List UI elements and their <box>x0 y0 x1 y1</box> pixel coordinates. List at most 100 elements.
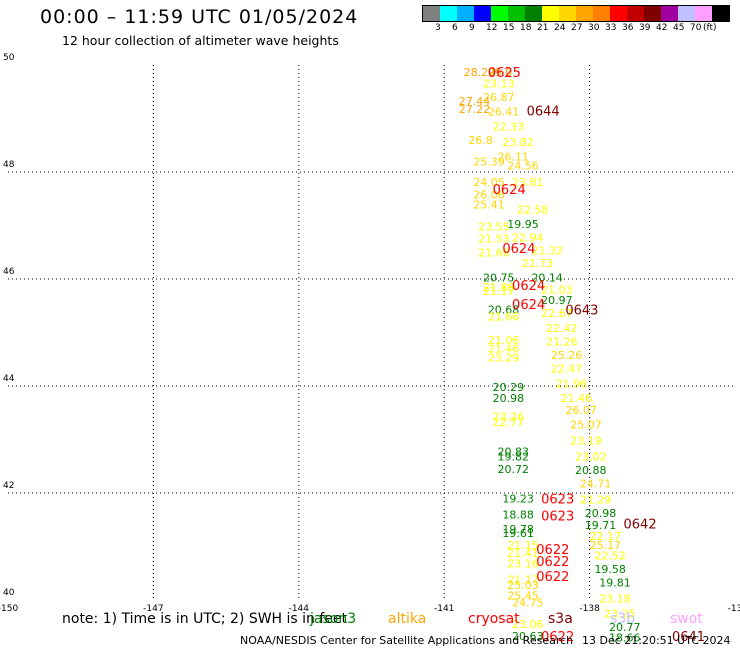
wave-height-label: 21.46 <box>561 392 593 405</box>
wave-height-label: 27.44 <box>459 95 491 108</box>
wave-height-label: 23.06 <box>512 618 544 631</box>
y-tick-label: 48 <box>3 160 15 170</box>
wave-height-label: 20.88 <box>575 464 607 477</box>
pass-time-label: 0642 <box>624 517 657 532</box>
color-swatch <box>627 6 644 21</box>
wave-height-label: 23.19 <box>570 435 602 448</box>
wave-height-label: 25.07 <box>570 419 602 432</box>
color-scale-label: 36 <box>622 23 634 33</box>
wave-height-label: 19.78 <box>502 523 534 536</box>
wave-height-label: 23.82 <box>502 136 534 149</box>
wave-height-label: 22.77 <box>493 416 524 429</box>
map-subtitle: 12 hour collection of altimeter wave hei… <box>62 33 339 48</box>
color-swatch <box>644 6 661 21</box>
y-tick-label: 46 <box>3 267 15 277</box>
x-tick-label: -150 <box>0 604 18 614</box>
color-swatch <box>661 6 678 21</box>
wave-height-label: 22.67 <box>541 307 573 320</box>
wave-height-label: 18.66 <box>609 631 641 644</box>
color-swatch <box>610 6 627 21</box>
color-swatch <box>542 6 559 21</box>
color-swatch <box>525 6 542 21</box>
color-scale-label: 18 <box>520 23 532 33</box>
pass-time-label: 0622 <box>541 630 574 645</box>
pass-time-label: 0625 <box>488 66 521 81</box>
legend-entry-swot: swot <box>670 611 703 627</box>
map-title: 00:00 – 11:59 UTC 01/05/2024 <box>40 6 359 28</box>
pass-time-label: 0644 <box>527 104 560 119</box>
wave-height-label: 23.13 <box>483 78 515 91</box>
wave-height-label: 26.8 <box>468 134 493 147</box>
wave-height-label: 21.66 <box>488 310 520 323</box>
wave-height-label: 20.77 <box>609 621 641 634</box>
color-scale-label: 27 <box>571 23 583 33</box>
wave-height-label: 21.73 <box>522 257 554 270</box>
wave-height-label: 21.46 <box>488 343 520 356</box>
legend-entry-altika: altika <box>388 611 427 627</box>
wave-height-label: 26.11 <box>498 150 529 163</box>
wave-height-label: 20.83 <box>498 445 529 458</box>
wave-height-label: 19.23 <box>502 492 534 505</box>
wave-height-label: 19.71 <box>585 519 617 532</box>
wave-height-label: 24.71 <box>580 477 612 490</box>
wave-height-label: 23.02 <box>575 451 607 464</box>
wave-height-label: 21.06 <box>488 334 520 347</box>
wave-height-label: 22.33 <box>493 121 524 134</box>
wave-height-label: 20.68 <box>488 303 520 316</box>
pass-time-label: 0643 <box>565 303 598 318</box>
color-swatch <box>474 6 491 21</box>
wave-height-label: 19.82 <box>498 451 529 464</box>
wave-height-label: 21.03 <box>541 284 573 297</box>
color-scale-label: 6 <box>452 23 458 33</box>
wave-height-label: 19.61 <box>502 527 534 540</box>
wave-height-label: 22.94 <box>512 231 544 244</box>
credit-line: NOAA/NESDIS Center for Satellite Applica… <box>240 634 574 647</box>
color-scale-label: 39 <box>639 23 651 33</box>
color-swatch <box>508 6 525 21</box>
color-swatch <box>593 6 610 21</box>
pass-time-label: 0624 <box>493 183 526 198</box>
wave-height-label: 21.15 <box>507 539 539 552</box>
pass-time-label: 0623 <box>541 509 574 524</box>
color-scale-label: 45 <box>673 23 685 33</box>
wave-height-label: 22.52 <box>594 550 626 563</box>
color-swatch <box>695 6 712 21</box>
wave-height-label: 21.88 <box>483 281 515 294</box>
wave-height-label: 20.97 <box>541 294 573 307</box>
wave-height-label: 19.58 <box>594 563 626 576</box>
wave-height-label: 22.58 <box>517 203 549 216</box>
color-scale-label: 70 <box>690 23 702 33</box>
wave-height-label: 26.07 <box>565 404 597 417</box>
wave-height-label: 23.55 <box>478 221 510 234</box>
wave-height-label: 25.17 <box>590 539 622 552</box>
wave-height-label: 19.81 <box>599 576 631 589</box>
wave-height-label: 21.96 <box>556 377 588 390</box>
color-scale-bar <box>422 5 730 22</box>
wave-height-label: 19.95 <box>507 218 539 231</box>
wave-height-label: 23.25 <box>604 607 636 620</box>
wave-height-label: 25.26 <box>551 349 583 362</box>
wave-height-label: 22.42 <box>546 322 578 335</box>
wave-height-label: 21.32 <box>531 245 563 258</box>
wave-height-label: 26.41 <box>488 106 520 119</box>
color-scale-label: 33 <box>605 23 617 33</box>
units-note: note: 1) Time is in UTC; 2) SWH is in fe… <box>62 611 348 627</box>
wave-height-label: 20.75 <box>483 271 515 284</box>
legend-entry-jason3: jason3 <box>310 611 357 627</box>
x-tick-label: -138 <box>579 604 600 614</box>
wave-height-label: 23.81 <box>512 176 544 189</box>
wave-height-label: 20.98 <box>493 392 524 405</box>
wave-height-label: 24.56 <box>507 160 539 173</box>
wave-height-label: 20.98 <box>585 507 617 520</box>
wave-height-label: 25.03 <box>507 579 539 592</box>
wave-height-label: 28.29 <box>464 66 496 79</box>
x-tick-label: -13 <box>728 604 740 614</box>
legend-entry-cryosat: cryosat <box>468 611 520 627</box>
wave-height-label: 21.41 <box>507 547 539 560</box>
color-swatch <box>678 6 695 21</box>
y-tick-label: 42 <box>3 481 14 491</box>
pass-time-label: 0623 <box>541 492 574 507</box>
color-scale-label: 12 <box>486 23 498 33</box>
wave-height-label: 21.17 <box>483 285 515 298</box>
